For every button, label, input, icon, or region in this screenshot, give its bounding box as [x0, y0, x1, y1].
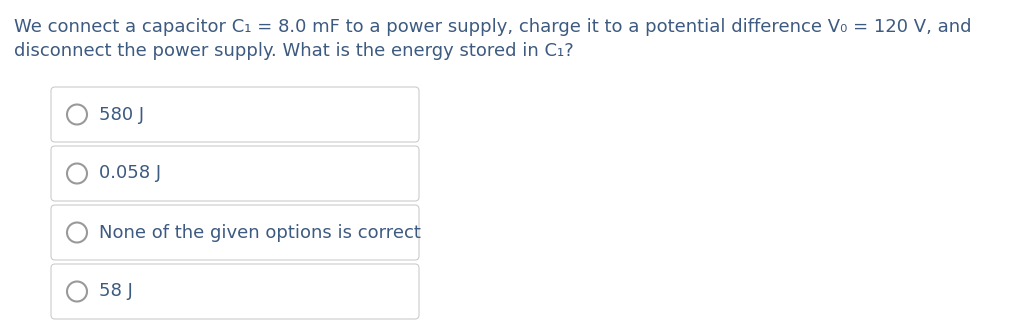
Text: 580 J: 580 J — [99, 106, 144, 123]
FancyBboxPatch shape — [51, 146, 419, 201]
Text: We connect a capacitor C₁ = 8.0 mF to a power supply, charge it to a potential d: We connect a capacitor C₁ = 8.0 mF to a … — [14, 18, 972, 36]
Circle shape — [67, 222, 87, 243]
FancyBboxPatch shape — [51, 87, 419, 142]
Text: None of the given options is correct: None of the given options is correct — [99, 223, 421, 242]
Text: 0.058 J: 0.058 J — [99, 164, 161, 182]
FancyBboxPatch shape — [51, 264, 419, 319]
Text: 58 J: 58 J — [99, 282, 133, 301]
Text: disconnect the power supply. What is the energy stored in C₁?: disconnect the power supply. What is the… — [14, 42, 574, 60]
Circle shape — [67, 281, 87, 302]
Circle shape — [67, 163, 87, 183]
FancyBboxPatch shape — [51, 205, 419, 260]
Circle shape — [67, 105, 87, 124]
